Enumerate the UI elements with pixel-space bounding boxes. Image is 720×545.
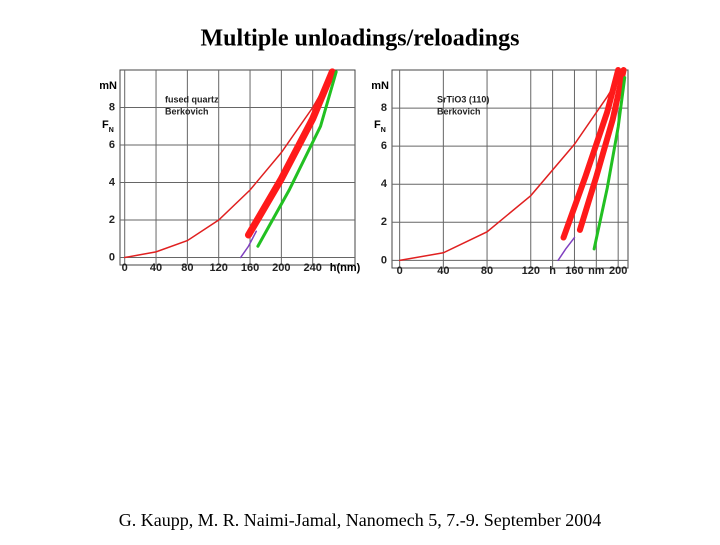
annotation: SrTiO3 (110) [437,94,489,104]
data-line [256,70,338,248]
y-label-sub: N [381,127,386,134]
citation: G. Kaupp, M. R. Naimi-Jamal, Nanomech 5,… [119,510,601,530]
y-axis-label: FN [102,119,114,134]
y-unit: mN [371,80,389,92]
slide-title: Multiple unloadings/reloadings [201,26,520,52]
data-line [592,76,627,251]
x-tick-label: 240 [304,262,322,274]
y-tick-label: 4 [109,176,116,188]
y-tick-label: 0 [381,254,387,266]
data-line [123,73,334,259]
annotation: Berkovich [165,106,209,116]
y-label-main: F [102,119,109,131]
y-unit: mN [99,80,117,92]
data-line [244,68,336,239]
annotation: fused quartz [165,94,219,104]
x-tick-label: 160 [241,262,259,274]
x-tick-label: 40 [150,262,162,274]
x-tick-label: 120 [210,262,228,274]
x-tick-label: 40 [437,265,449,277]
data-line [560,67,622,241]
data-line [557,236,576,262]
x-tick-label: 80 [481,265,493,277]
data-line [239,230,258,259]
y-label-sub: N [109,127,114,134]
y-tick-label: 0 [109,251,115,263]
x-tick-label: 200 [609,265,627,277]
data-line [398,69,625,262]
y-tick-label: 6 [109,139,115,151]
x-tick-label: 200 [272,262,290,274]
plot-area [391,69,629,269]
y-tick-label: 2 [381,216,387,228]
y-label-main: F [374,119,381,131]
x-tick-label: 160 [565,265,583,277]
y-tick-label: 8 [381,102,387,114]
y-tick-label: 8 [109,101,115,113]
y-axis-label: FN [374,119,386,134]
x-tick-label: 0 [397,265,403,277]
x-tick-label: 0 [122,262,128,274]
x-tick-label: 120 [522,265,540,277]
y-tick-label: 4 [381,178,388,190]
x-tick-label: 80 [181,262,193,274]
annotation: Berkovich [437,106,481,116]
x-tick-label: nm [588,265,605,277]
data-line [576,67,627,233]
x-tick-label: h [549,265,556,277]
y-tick-label: 6 [381,140,387,152]
x-axis-label: h(nm) [330,262,361,274]
y-tick-label: 2 [109,214,115,226]
